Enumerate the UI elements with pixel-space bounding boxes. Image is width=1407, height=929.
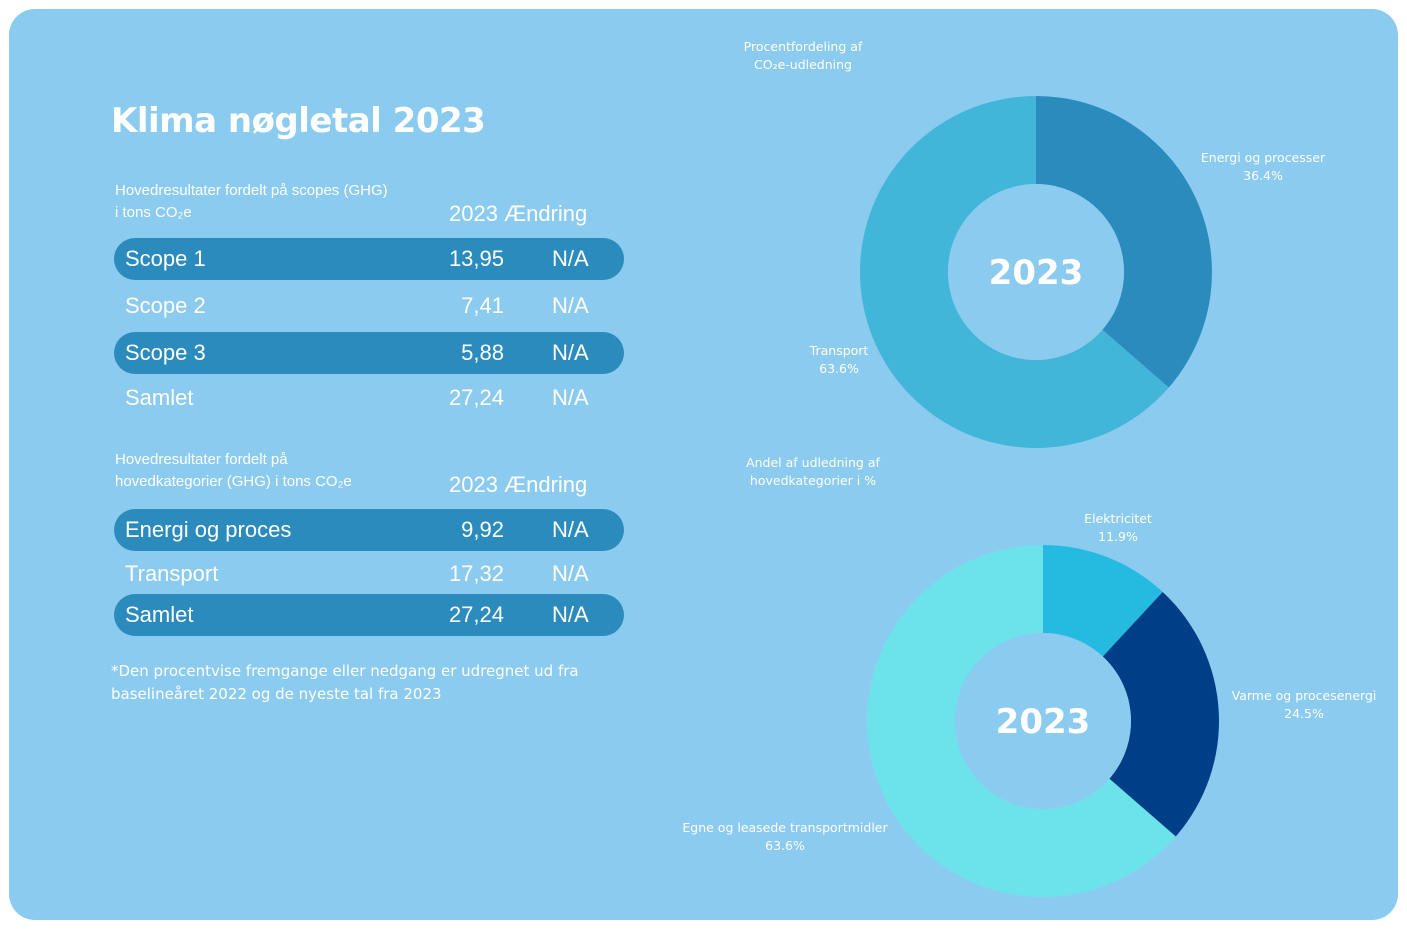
chart2-title-line1: Andel af udledning af — [746, 455, 880, 470]
row-label: Energi og proces — [125, 517, 292, 542]
chart1-title: Procentfordeling af CO₂e-udledning — [703, 38, 903, 74]
donut1-center-label: 2023 — [989, 253, 1084, 293]
row-change: N/A — [552, 246, 589, 271]
donut1-slice-energi-og-processer — [1036, 96, 1212, 388]
row-change: N/A — [552, 340, 589, 365]
slice-label: Elektricitet — [1084, 511, 1152, 526]
categories-col-headers: 2023 Ændring — [449, 472, 587, 498]
row-change: N/A — [552, 385, 589, 410]
row-change: N/A — [552, 602, 589, 627]
scopes-col-change: Ændring — [504, 201, 588, 226]
table-row-scope-2: Scope 2 7,41 N/A — [114, 285, 624, 327]
table-row-transport: Transport 17,32 N/A — [114, 553, 624, 595]
row-change: N/A — [552, 561, 589, 586]
table-row-energi: Energi og proces 9,92 N/A — [114, 509, 624, 551]
slice-percent: 24.5% — [1284, 706, 1324, 721]
scopes-table-label: Hovedresultater fordelt på scopes (GHG) … — [115, 180, 435, 224]
table-row-scope-3: Scope 3 5,88 N/A — [114, 332, 624, 374]
chart2-title-line2: hovedkategorier i % — [749, 473, 877, 488]
categories-col-year: 2023 — [449, 472, 498, 497]
row-change: N/A — [552, 517, 589, 542]
row-value: 27,24 — [448, 602, 504, 627]
donut1-hole — [948, 184, 1124, 360]
slice-label: Varme og procesenergi — [1231, 688, 1377, 703]
categories-table-label-line2: hovedkategorier (GHG) i tons CO₂e — [115, 473, 352, 490]
chart1-label-transport: Transport 63.6% — [779, 342, 899, 378]
categories-table-label-line1: Hovedresultater fordelt på — [115, 451, 288, 468]
row-value: 5,88 — [461, 340, 504, 365]
chart1-label-energi: Energi og processer 36.4% — [1183, 149, 1343, 185]
chart1-title-line1: Procentfordeling af — [743, 39, 863, 54]
slice-label: Transport — [809, 343, 869, 358]
scopes-table-label-line1: Hovedresultater fordelt på scopes (GHG) — [115, 182, 388, 199]
chart2-label-elektricitet: Elektricitet 11.9% — [1058, 510, 1178, 546]
donut1-slice-transport — [860, 96, 1169, 448]
chart2-label-transportmidler: Egne og leasede transportmidler 63.6% — [665, 819, 905, 855]
footnote: *Den procentvise fremgange eller nedgang… — [111, 660, 651, 706]
scopes-table-label-line2: i tons CO₂e — [115, 204, 192, 221]
row-value: 13,95 — [448, 246, 504, 271]
chart2-label-varme: Varme og procesenergi 24.5% — [1219, 687, 1389, 723]
scopes-col-headers: 2023 Ændring — [449, 201, 587, 227]
donut2-slice-varme-og-procesenergi — [1102, 591, 1219, 837]
donut-chart-2: 2023 — [867, 545, 1219, 897]
row-value: 17,32 — [448, 561, 504, 586]
table-row-scopes-total: Samlet 27,24 N/A — [114, 377, 624, 419]
row-label: Samlet — [125, 602, 194, 627]
footnote-line2: baselineåret 2022 og de nyeste tal fra 2… — [111, 685, 442, 703]
scopes-col-year: 2023 — [449, 201, 498, 226]
table-row-scope-1: Scope 1 13,95 N/A — [114, 238, 624, 280]
row-value: 7,41 — [461, 293, 504, 318]
row-label: Samlet — [125, 385, 194, 410]
donut2-center-label: 2023 — [996, 702, 1091, 742]
chart2-title: Andel af udledning af hovedkategorier i … — [713, 454, 913, 490]
infographic-card: Klima nøgletal 2023 Hovedresultater ford… — [9, 9, 1398, 920]
footnote-line1: *Den procentvise fremgange eller nedgang… — [111, 662, 579, 680]
row-change: N/A — [552, 293, 589, 318]
slice-percent: 63.6% — [765, 838, 805, 853]
chart1-title-line2: CO₂e-udledning — [754, 57, 852, 72]
donut2-hole — [955, 633, 1131, 809]
slice-percent: 36.4% — [1243, 168, 1283, 183]
page-title: Klima nøgletal 2023 — [111, 101, 486, 141]
categories-table-label: Hovedresultater fordelt på hovedkategori… — [115, 449, 435, 493]
categories-col-change: Ændring — [504, 472, 588, 497]
row-value: 27,24 — [448, 385, 504, 410]
donut2-slice-egne-og-leasede-transportmidler — [867, 545, 1176, 897]
donut-chart-1: 2023 — [860, 96, 1212, 448]
slice-label: Energi og processer — [1200, 150, 1326, 165]
row-label: Transport — [125, 561, 219, 586]
row-value: 9,92 — [461, 517, 504, 542]
table-row-categories-total: Samlet 27,24 N/A — [114, 594, 624, 636]
row-label: Scope 1 — [125, 246, 206, 271]
row-label: Scope 3 — [125, 340, 206, 365]
slice-label: Egne og leasede transportmidler — [682, 820, 888, 835]
donut2-slice-elektricitet — [1043, 545, 1163, 657]
row-label: Scope 2 — [125, 293, 206, 318]
slice-percent: 11.9% — [1098, 529, 1138, 544]
slice-percent: 63.6% — [819, 361, 859, 376]
